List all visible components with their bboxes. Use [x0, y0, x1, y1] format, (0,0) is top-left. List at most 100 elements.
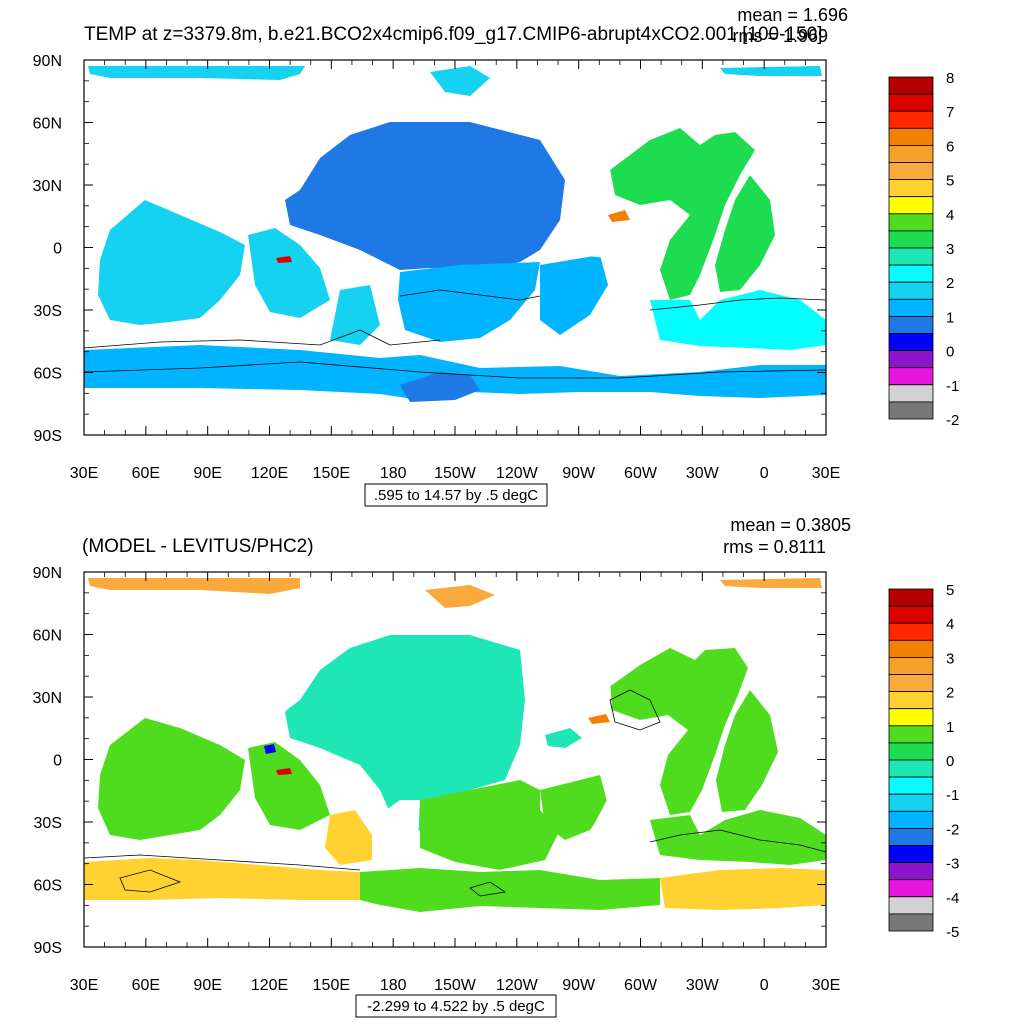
x-tick-label: 0 [760, 977, 769, 994]
colorbar-swatch [888, 605, 934, 624]
contour-info: .595 to 14.57 by .5 degC [374, 487, 538, 504]
y-tick-label: 0 [53, 753, 62, 770]
panel-difference: (MODEL - LEVITUS/PHC2) mean = 0.3805 rms… [33, 515, 959, 1018]
x-tick-label: 120W [496, 465, 539, 482]
y-tick-label: 90S [34, 428, 62, 445]
colorbar-swatch [888, 350, 934, 369]
colorbar-swatch [888, 401, 934, 420]
x-tick-label: 0 [760, 465, 769, 482]
x-tick-label: 30W [686, 465, 720, 482]
x-tick-label: 60W [624, 977, 658, 994]
colorbar-swatch [888, 76, 934, 95]
colorbar-label: 3 [946, 241, 954, 258]
colorbar-label: -5 [946, 924, 959, 941]
region-arctic [88, 578, 822, 608]
colorbar-swatch [888, 196, 934, 215]
colorbar-label: 5 [946, 173, 954, 190]
x-tick-label: 90W [562, 465, 596, 482]
colorbar-label: 7 [946, 104, 954, 121]
region-indian [98, 718, 245, 840]
colorbar-swatch [888, 281, 934, 300]
x-tick-label: 180 [380, 977, 407, 994]
colorbar-swatch [888, 742, 934, 761]
colorbar-label: -2 [946, 821, 959, 838]
colorbar-swatch [888, 367, 934, 386]
contour-line [609, 689, 661, 731]
y-tick-label: 30S [34, 815, 62, 832]
contour-line [84, 361, 826, 379]
region-tasman [325, 810, 372, 865]
colorbar-swatch [888, 862, 934, 881]
region-gulf-patch [608, 210, 630, 222]
colorbar-label: 2 [946, 275, 954, 292]
contour-line [469, 881, 507, 897]
x-tick-label: 60E [132, 977, 160, 994]
region-blue-patch [545, 728, 582, 748]
colorbar-swatch [888, 725, 934, 744]
colorbar-swatch [888, 657, 934, 675]
y-tick-label: 30S [34, 303, 62, 320]
contour-info: -2.299 to 4.522 by .5 degC [367, 998, 545, 1015]
x-tick-label: 30W [686, 977, 720, 994]
region-north-pacific [285, 122, 565, 272]
colorbar-label: 6 [946, 138, 954, 155]
region-atlantic [610, 128, 775, 300]
contour-line [649, 829, 826, 853]
region-indian [98, 200, 245, 325]
colorbar-label: 2 [946, 685, 954, 702]
region-tasman [330, 285, 380, 345]
x-tick-label: 150E [313, 465, 350, 482]
colorbar-label: -1 [946, 378, 959, 395]
colorbar-swatch [888, 828, 934, 846]
region-south-deep [400, 372, 480, 402]
contour-info-box [355, 994, 557, 1018]
y-tick-label: 60N [33, 628, 62, 645]
x-tick-label: 30E [70, 977, 98, 994]
x-tick-label: 150E [313, 977, 350, 994]
y-tick-label: 30N [33, 178, 62, 195]
region-southern-ocean-east [360, 868, 660, 912]
colorbar-swatch [888, 776, 934, 795]
y-tick-label: 60N [33, 116, 62, 133]
land-mask [84, 85, 650, 368]
region-north-pacific [285, 635, 525, 840]
colorbar-label: -4 [946, 890, 959, 907]
colorbar-swatch [888, 845, 934, 864]
y-tick-label: 90N [33, 53, 62, 70]
colorbar-label: 4 [946, 616, 954, 633]
map-field [84, 578, 826, 912]
x-tick-label: 90E [193, 977, 221, 994]
colorbar-swatch [888, 213, 934, 232]
rms-label: rms = 0.8111 [723, 537, 826, 557]
colorbar-swatch [888, 162, 934, 181]
colorbar-label: -3 [946, 856, 959, 873]
x-tick-label: 120W [496, 977, 539, 994]
y-tick-label: 90S [34, 940, 62, 957]
colorbar-swatch [888, 110, 934, 129]
colorbar-label: 1 [946, 309, 954, 326]
mean-label: mean = 0.3805 [730, 515, 851, 535]
x-tick-label: 90E [193, 465, 221, 482]
colorbar-swatch [888, 144, 934, 163]
colorbar-swatch [888, 793, 934, 812]
colorbar-label: 5 [946, 582, 954, 599]
colorbar-swatch [888, 230, 934, 249]
x-tick-label: 120E [251, 977, 288, 994]
colorbar-swatch [888, 639, 934, 658]
colorbar-swatch [888, 264, 934, 283]
region-south-pacific [420, 775, 608, 870]
x-tick-label: 60W [624, 465, 658, 482]
colorbar-label: 0 [946, 344, 954, 361]
x-tick-label: 30E [70, 465, 98, 482]
region-south-atlantic [650, 810, 826, 865]
colorbar-swatch [888, 588, 934, 607]
colorbar-swatch [888, 691, 934, 710]
region-southern-ocean [84, 345, 826, 400]
colorbar-swatch [888, 674, 934, 693]
contour-line [84, 854, 361, 871]
colorbar-label: 4 [946, 207, 954, 224]
colorbar-swatch [888, 913, 934, 932]
y-tick-label: 0 [53, 241, 62, 258]
colorbar-label: -1 [946, 787, 959, 804]
